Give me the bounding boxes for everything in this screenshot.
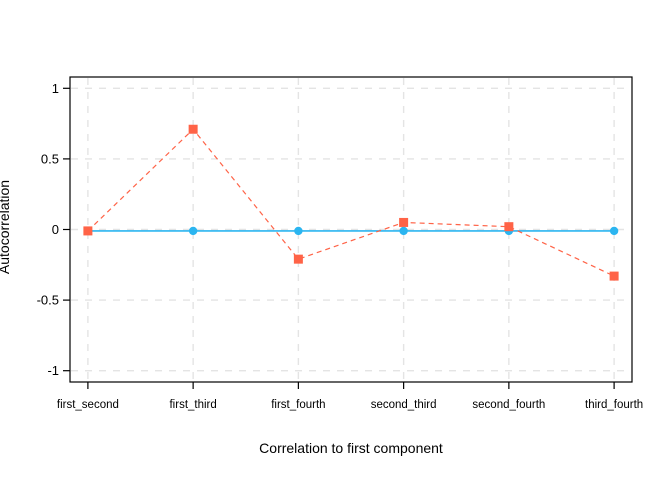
marker-circle	[609, 226, 619, 236]
marker-square	[504, 222, 514, 232]
y-tick-label: 0.5	[41, 151, 59, 166]
y-tick-label: 0	[52, 222, 59, 237]
y-tick-label: -1	[47, 363, 59, 378]
x-tick-label: second_third	[371, 399, 437, 411]
x-tick-label: second_fourth	[472, 399, 545, 411]
marker-square	[609, 271, 619, 281]
marker-square	[83, 226, 93, 236]
x-tick-label: first_third	[169, 399, 216, 411]
marker-circle	[294, 226, 303, 236]
series-line-red_squares_dashed	[87, 128, 615, 277]
x-axis-title: Correlation to first component	[259, 440, 443, 456]
y-tick-label: -0.5	[37, 293, 59, 308]
x-tick-label: first_fourth	[271, 399, 325, 411]
x-tick-label: first_second	[57, 399, 119, 411]
x-tick-label: third_fourth	[585, 399, 643, 411]
y-axis-title-text: Autocorrelation	[0, 179, 12, 275]
marker-square	[293, 254, 303, 264]
marker-square	[188, 124, 198, 134]
y-tick-label: 1	[52, 81, 59, 96]
marker-square	[399, 217, 409, 227]
marker-circle	[188, 226, 198, 236]
marker-circle	[399, 226, 408, 236]
